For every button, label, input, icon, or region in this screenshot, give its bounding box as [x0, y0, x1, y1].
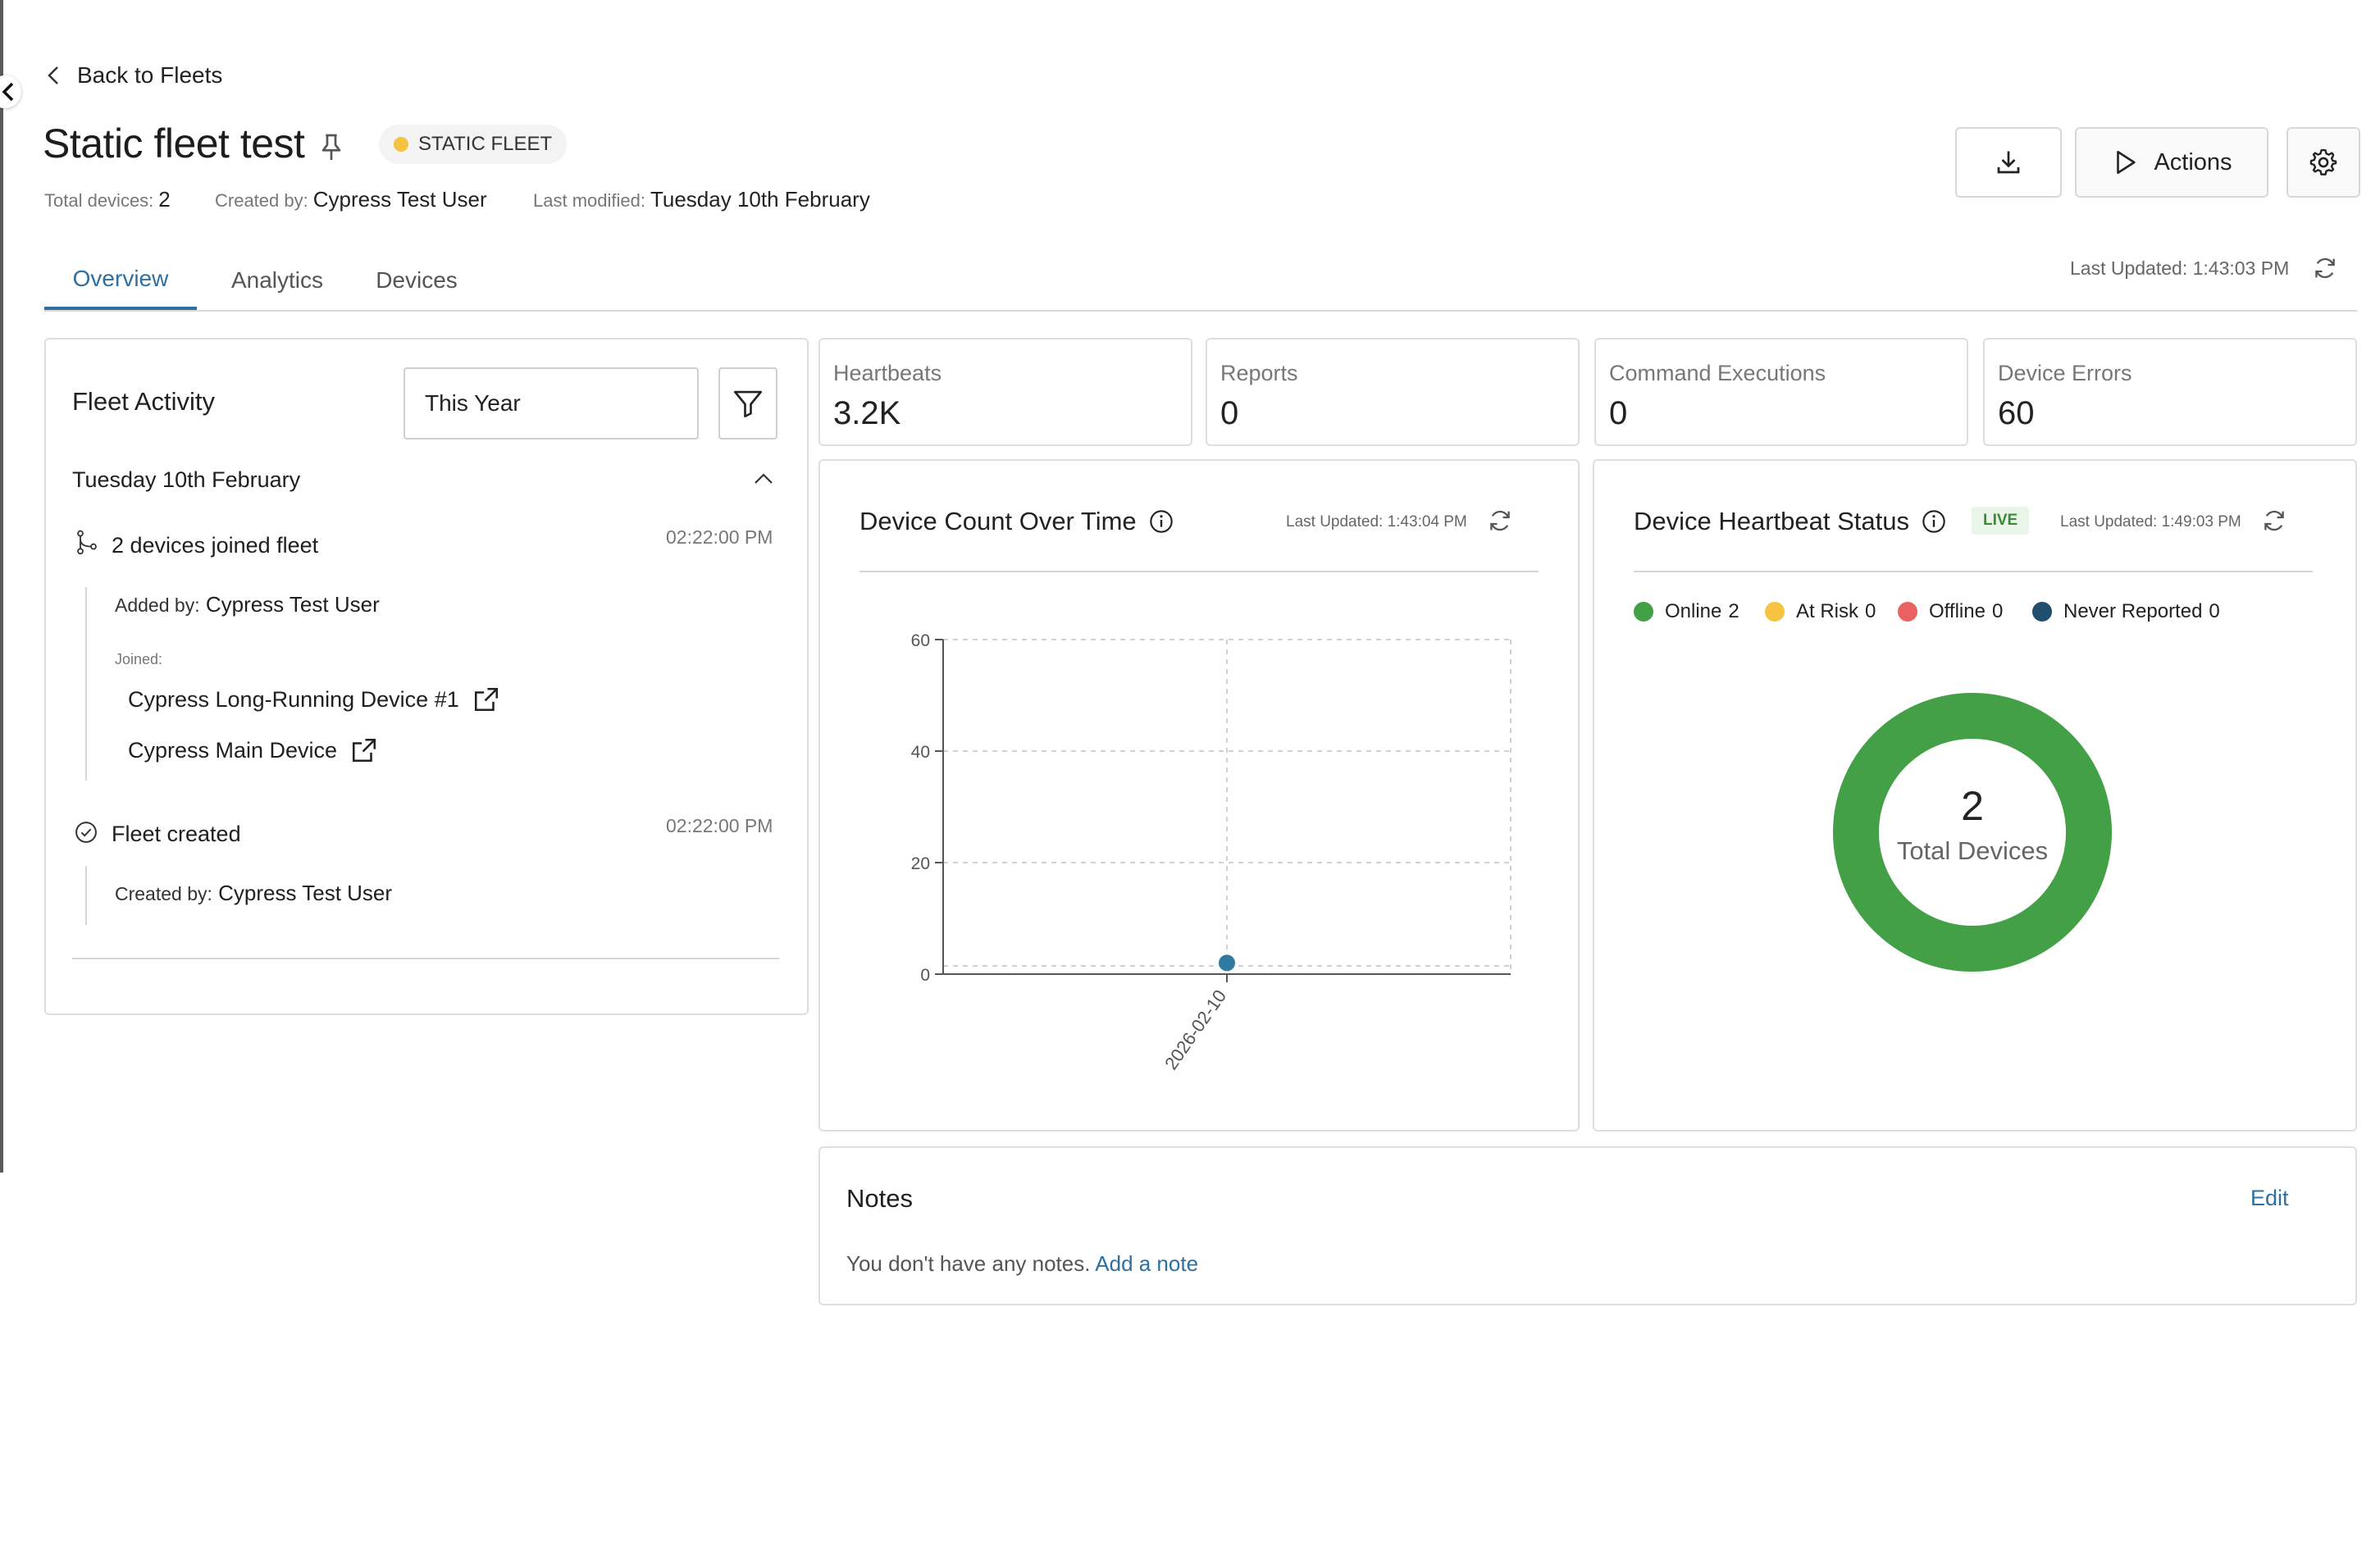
joined-label: Joined: [115, 651, 163, 667]
device-link-main[interactable]: Cypress Main Device [128, 736, 378, 764]
divider [72, 958, 779, 959]
notes-title: Notes [846, 1184, 913, 1213]
fleet-activity-card: Fleet Activity This Year Tuesday 10th Fe… [44, 338, 809, 1015]
donut-segment-online[interactable] [1833, 693, 2112, 972]
notes-empty-message: You don't have any notes. Add a note [846, 1251, 1199, 1276]
stat-card-reports[interactable]: Reports 0 [1206, 338, 1580, 446]
stat-value: 0 [1609, 395, 1628, 431]
chevron-left-icon [2, 82, 14, 102]
legend-dot [1634, 602, 1653, 622]
refresh-icon[interactable] [1486, 507, 1514, 535]
refresh-icon[interactable] [2311, 254, 2339, 282]
event-time: 02:22:00 PM [666, 815, 773, 836]
stat-label: Command Executions [1609, 361, 1826, 385]
legend-never-reported: Never Reported 0 [2032, 600, 2220, 623]
meta-created-by: Created by: Cypress Test User [215, 187, 487, 212]
data-point[interactable] [1219, 954, 1235, 972]
added-by: Added by: Cypress Test User [115, 592, 380, 617]
info-icon[interactable] [1148, 508, 1174, 535]
info-icon[interactable] [1921, 508, 1947, 535]
legend-offline: Offline 0 [1898, 600, 2003, 623]
fleet-activity-title: Fleet Activity [72, 387, 215, 416]
legend-dot [2032, 602, 2052, 622]
live-badge: LIVE [1972, 507, 2030, 535]
badge-label: STATIC FLEET [418, 133, 553, 155]
external-link-icon [474, 687, 498, 712]
y-tick-label: 60 [911, 631, 930, 650]
heartbeat-last-updated: Last Updated: 1:49:03 PM [2060, 513, 2241, 531]
y-tick-label: 0 [920, 966, 930, 985]
event-fleet-created: Fleet created [112, 822, 241, 846]
device-link-long-running[interactable]: Cypress Long-Running Device #1 [128, 685, 500, 713]
legend-dot [1898, 602, 1917, 622]
page-title: Static fleet test [43, 121, 305, 166]
tab-overview[interactable]: Overview [44, 251, 197, 310]
event-devices-joined: 2 devices joined fleet [112, 533, 319, 558]
donut-total-label: Total Devices [1896, 836, 2049, 865]
notes-edit-link[interactable]: Edit [2250, 1186, 2289, 1210]
stat-value: 60 [1998, 395, 2035, 431]
tab-bar: Overview Analytics Devices [44, 251, 2357, 312]
stat-value: 0 [1220, 395, 1239, 431]
gear-icon [2309, 148, 2337, 175]
check-circle-icon [75, 822, 97, 843]
divider [859, 571, 1539, 572]
created-by: Created by: Cypress Test User [115, 881, 393, 905]
external-link-icon [353, 738, 376, 763]
timeline-line [85, 587, 87, 781]
stat-card-command-executions[interactable]: Command Executions 0 [1594, 338, 1968, 446]
x-tick-label: 2026-02-10 [1160, 986, 1230, 1074]
device-count-card: Device Count Over Time Last Updated: 1:4… [818, 459, 1580, 1132]
chevron-left-icon [48, 66, 58, 84]
merge-icon [77, 530, 97, 555]
chevron-up-icon[interactable] [753, 471, 774, 487]
add-note-link[interactable]: Add a note [1095, 1251, 1199, 1276]
fleet-type-badge: STATIC FLEET [379, 125, 568, 164]
heartbeat-status-title: Device Heartbeat Status [1634, 507, 1947, 536]
notes-card: Notes Edit You don't have any notes. Add… [818, 1146, 2357, 1305]
stat-card-heartbeats[interactable]: Heartbeats 3.2K [818, 338, 1192, 446]
left-edge-bar [0, 0, 3, 1173]
actions-button[interactable]: Actions [2075, 127, 2268, 198]
chart-last-updated: Last Updated: 1:43:04 PM [1286, 513, 1467, 531]
event-time: 02:22:00 PM [666, 526, 773, 548]
period-select[interactable]: This Year [404, 367, 699, 439]
y-tick-label: 20 [911, 854, 930, 873]
tab-devices[interactable]: Devices [376, 267, 458, 293]
heartbeat-status-card: Device Heartbeat Status LIVE Last Update… [1593, 459, 2357, 1132]
device-count-title: Device Count Over Time [859, 507, 1174, 536]
divider [1634, 571, 2313, 572]
sidebar-collapse-button[interactable] [0, 75, 21, 108]
back-to-fleets-link[interactable]: Back to Fleets [48, 62, 222, 89]
stat-card-device-errors[interactable]: Device Errors 60 [1983, 338, 2357, 446]
meta-last-modified: Last modified: Tuesday 10th February [533, 187, 870, 212]
legend-online: Online 2 [1634, 600, 1739, 623]
back-label: Back to Fleets [77, 62, 223, 88]
stat-value: 3.2K [833, 395, 901, 431]
download-button[interactable] [1955, 127, 2062, 198]
last-updated-text: Last Updated: 1:43:03 PM [2070, 257, 2290, 279]
heartbeat-donut-chart [1833, 693, 2112, 972]
status-dot [394, 137, 408, 152]
stat-label: Device Errors [1998, 361, 2132, 385]
timeline-line [85, 866, 87, 925]
stat-label: Heartbeats [833, 361, 942, 385]
meta-total-devices: Total devices: 2 [44, 187, 171, 212]
refresh-icon[interactable] [2260, 507, 2288, 535]
download-icon [1997, 151, 2020, 174]
filter-button[interactable] [718, 367, 777, 439]
filter-icon [733, 390, 763, 418]
tab-analytics[interactable]: Analytics [230, 267, 324, 293]
legend-dot [1765, 602, 1785, 622]
play-icon [2117, 150, 2136, 175]
donut-total-value: 2 [1961, 783, 1984, 829]
device-count-chart: 60 40 20 0 2026-02-10 [911, 631, 1511, 1074]
legend-at-risk: At Risk 0 [1765, 600, 1876, 623]
date-group-heading: Tuesday 10th February [72, 467, 301, 492]
actions-label: Actions [2154, 148, 2232, 175]
stat-label: Reports [1220, 361, 1298, 385]
pin-icon[interactable] [315, 131, 348, 164]
y-tick-label: 40 [911, 743, 930, 762]
settings-button[interactable] [2287, 127, 2360, 198]
